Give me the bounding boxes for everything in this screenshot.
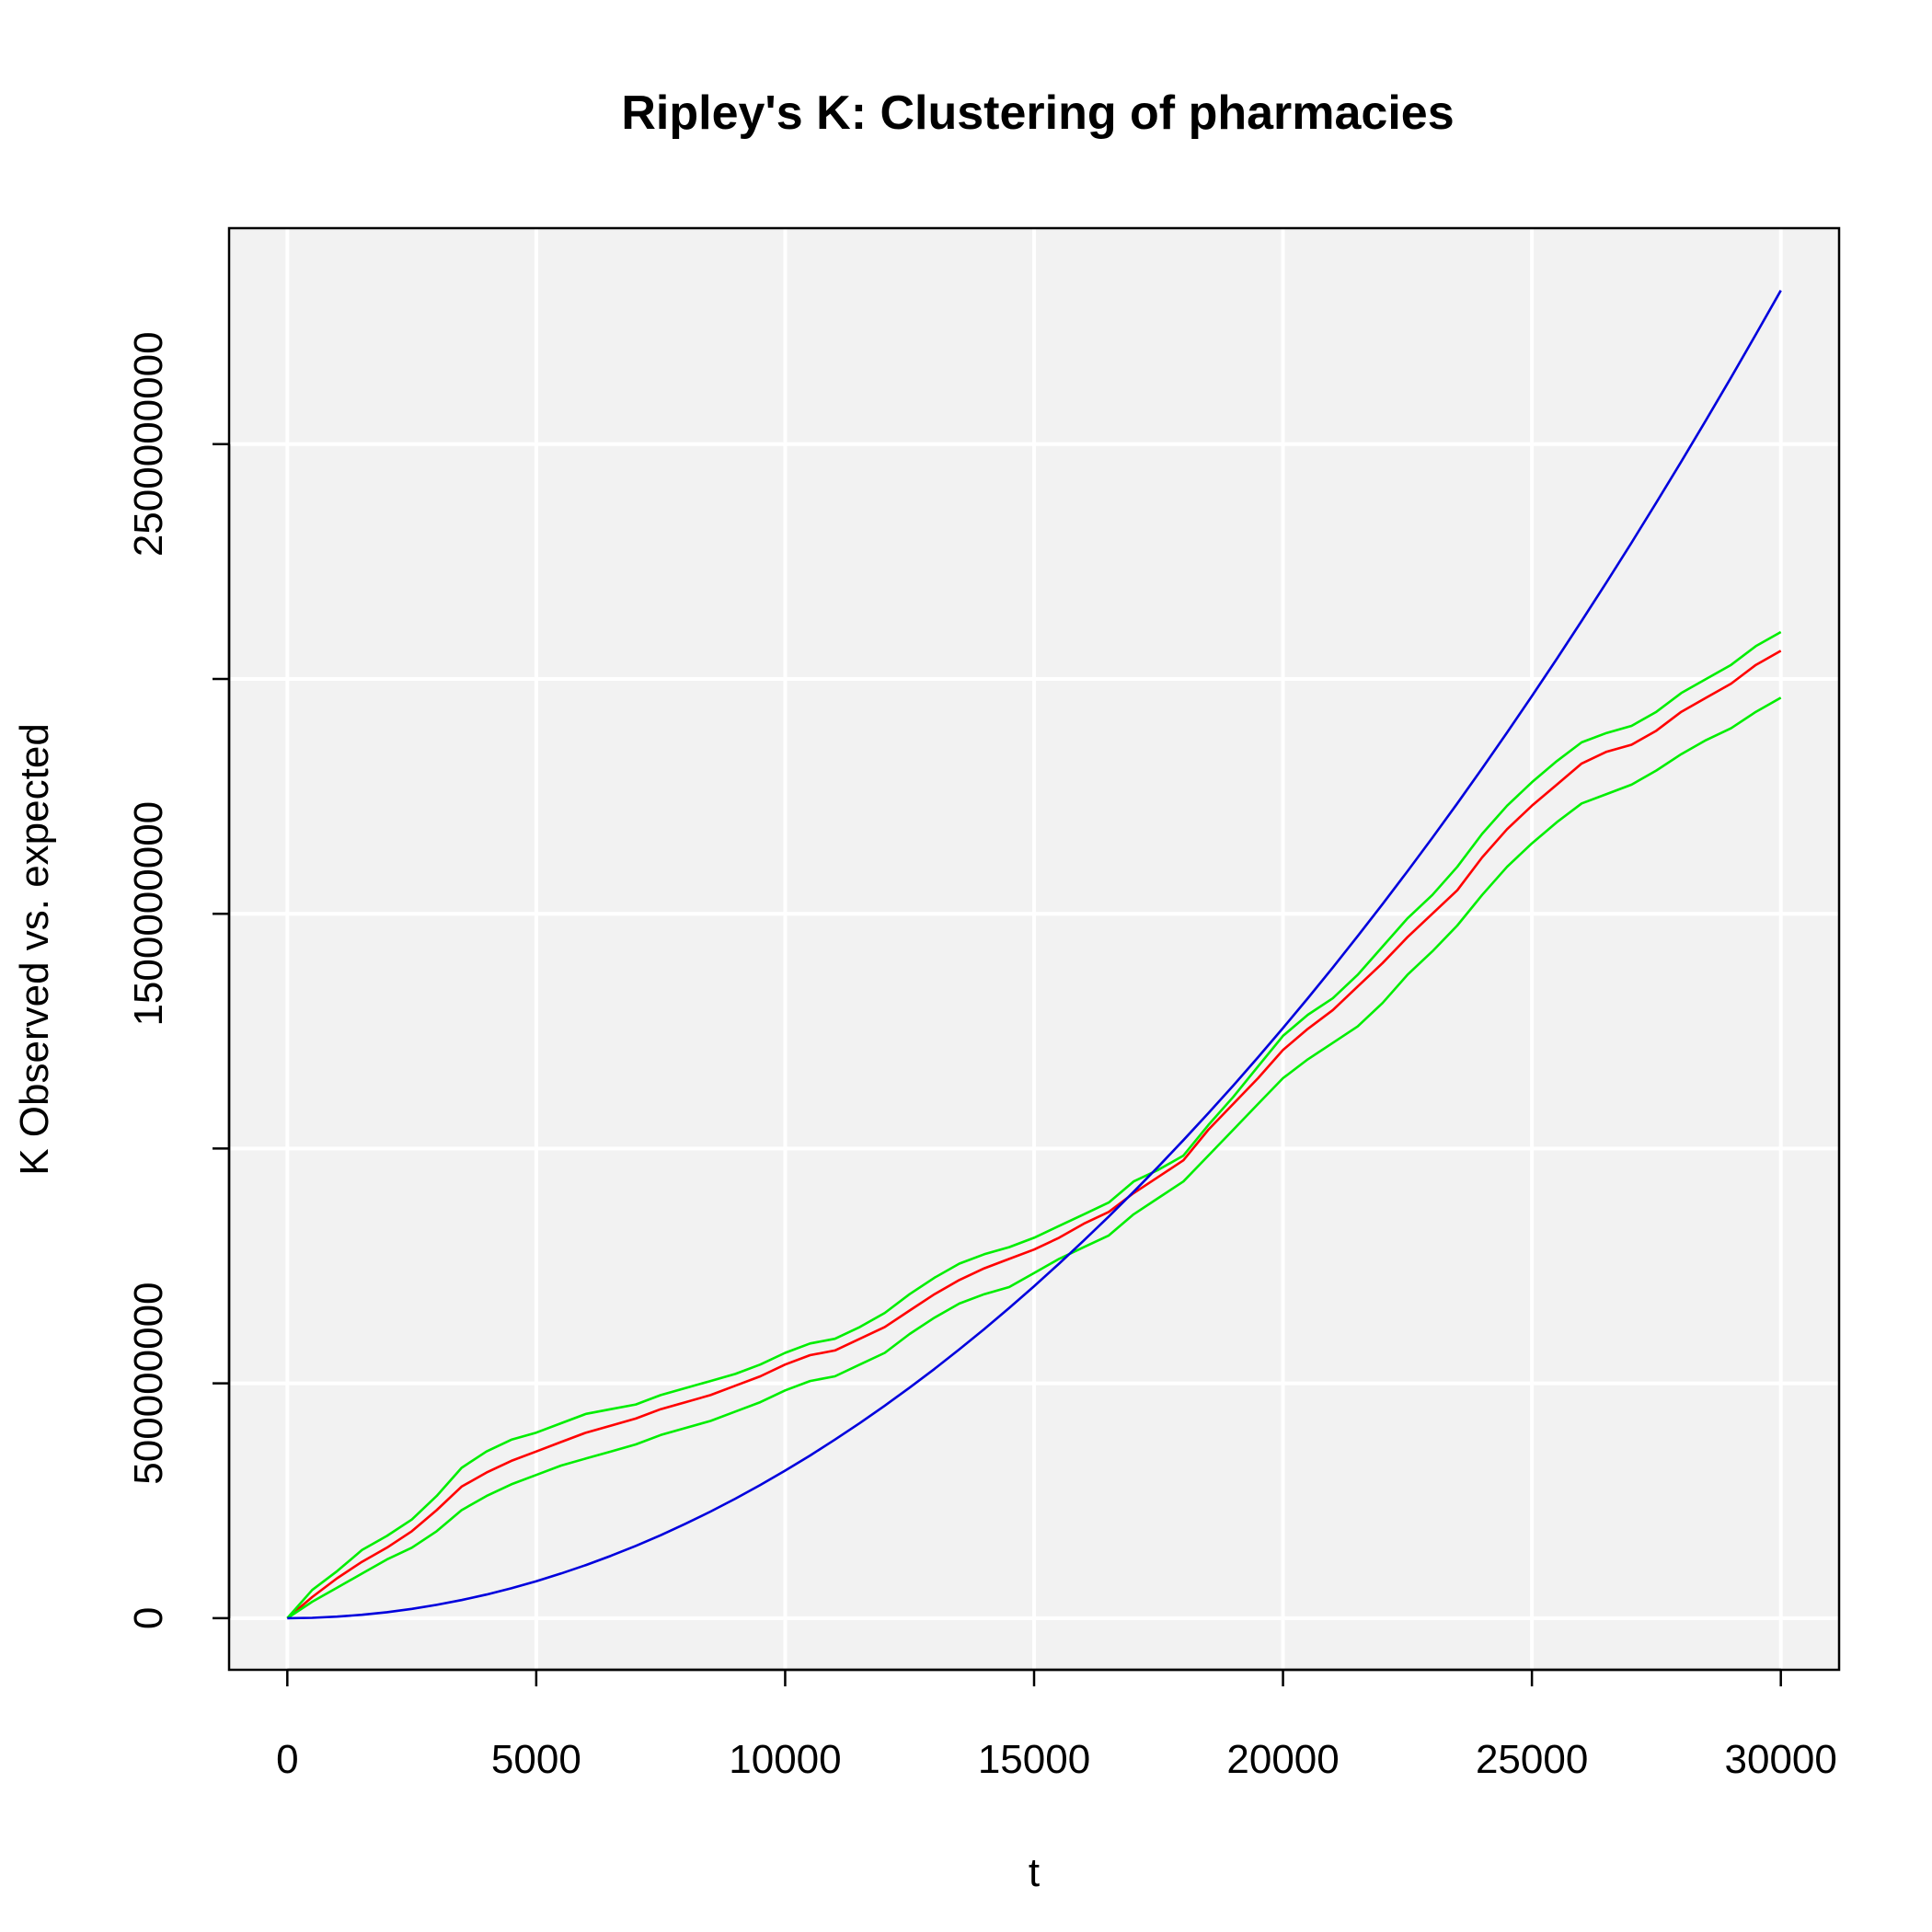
y-tick-label-5: 2500000000: [126, 331, 171, 557]
y-axis: 0 500000000 1500000000 2500000000: [126, 331, 231, 1629]
x-axis: 0 5000 10000 15000 20000 25000 30000: [276, 1668, 1837, 1782]
series-line-2: [286, 696, 1782, 1619]
chart-title: Ripley's K: Clustering of pharmacies: [621, 86, 1454, 140]
x-axis-label: t: [1029, 1850, 1040, 1895]
y-tick-label-3: 1500000000: [126, 801, 171, 1027]
y-tick-label-1: 500000000: [126, 1282, 171, 1484]
series-lines: [286, 290, 1782, 1620]
grid: [229, 228, 1839, 1670]
series-line-0: [286, 650, 1782, 1619]
series-line-1: [286, 630, 1782, 1619]
x-tick-label-6: 30000: [1725, 1737, 1837, 1782]
x-tick-label-3: 15000: [978, 1737, 1090, 1782]
y-tick-label-0: 0: [126, 1607, 171, 1629]
x-tick-label-4: 20000: [1226, 1737, 1339, 1782]
x-tick-label-2: 10000: [729, 1737, 841, 1782]
x-tick-label-0: 0: [276, 1737, 298, 1782]
y-axis-label: K Observed vs. expected: [12, 723, 57, 1176]
x-tick-label-5: 25000: [1476, 1737, 1588, 1782]
x-tick-label-1: 5000: [491, 1737, 581, 1782]
series-line-3: [287, 290, 1782, 1620]
